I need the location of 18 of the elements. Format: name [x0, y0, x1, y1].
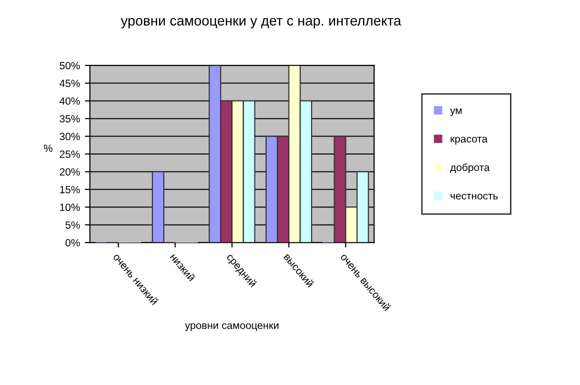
y-tick-label: 15% — [60, 186, 80, 194]
y-tick-label: 30% — [60, 132, 80, 140]
y-tick-label: 50% — [60, 62, 80, 70]
y-tick-label: 25% — [60, 150, 80, 158]
legend-label: честность — [450, 194, 498, 200]
y-tick-label: 45% — [60, 80, 80, 88]
y-tick-label: 0% — [66, 239, 80, 246]
chart-title: уровни самооценки у дет с нар. интеллекта — [120, 18, 402, 28]
x-axis-title: уровни самооценки — [184, 323, 278, 332]
y-tick-label: 40% — [60, 97, 80, 105]
y-tick-label: 10% — [60, 204, 80, 212]
legend-label: красота — [450, 136, 488, 145]
y-tick-label: 5% — [66, 221, 80, 229]
y-tick-label: 35% — [60, 115, 80, 122]
y-tick-label: 20% — [60, 168, 80, 176]
legend-label: доброта — [450, 163, 490, 174]
y-axis-title: % — [44, 144, 52, 152]
legend-label: ум — [450, 108, 462, 116]
